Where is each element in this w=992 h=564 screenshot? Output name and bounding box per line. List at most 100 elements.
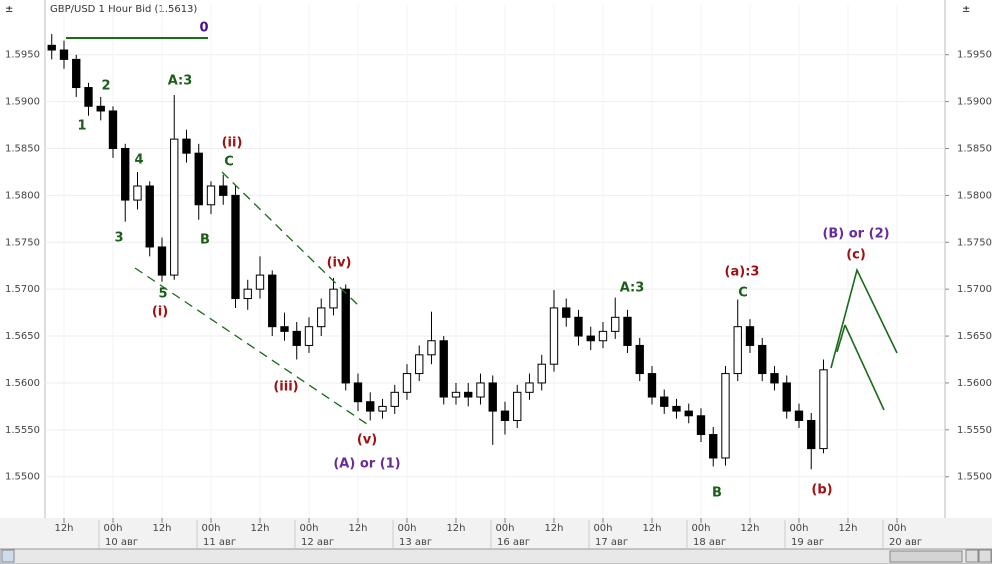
- wave-label: 3: [114, 231, 123, 246]
- candle-body: [476, 382, 485, 398]
- candle-body: [415, 354, 424, 375]
- candle-body: [206, 185, 216, 206]
- candle-body: [525, 382, 534, 393]
- y-tick-label: 1.5750: [5, 237, 40, 248]
- candle-body: [439, 340, 448, 398]
- candle-body: [353, 382, 363, 403]
- candle-body: [684, 410, 693, 417]
- candle-body: [427, 340, 436, 356]
- wave-label: (b): [811, 483, 832, 498]
- candle-body: [586, 335, 595, 342]
- candle-body: [231, 194, 240, 300]
- y-tick-label: 1.5900: [957, 97, 992, 108]
- candle-body: [219, 185, 228, 196]
- candle-body: [513, 391, 522, 421]
- candle-body: [243, 288, 252, 300]
- zoom-icon[interactable]: ±: [5, 4, 13, 15]
- candle-body: [635, 344, 644, 375]
- candle-body: [157, 246, 167, 276]
- y-tick-label: 1.5800: [957, 190, 992, 201]
- candle-body: [623, 316, 632, 346]
- y-tick-label: 1.5850: [5, 143, 40, 154]
- candle-body: [733, 326, 742, 375]
- y-tick-label: 1.5550: [5, 425, 40, 436]
- candle-body: [194, 152, 203, 206]
- wave-label: (v): [357, 433, 377, 448]
- candle-body: [696, 415, 706, 436]
- x-tick-label: 00h: [691, 523, 710, 534]
- x-tick-label: 12h: [152, 523, 171, 534]
- candle-body: [47, 44, 56, 51]
- wave-label: 0: [199, 21, 208, 36]
- scroll-right[interactable]: [965, 549, 979, 563]
- wave-label: (ii): [222, 136, 243, 151]
- candle-body: [133, 185, 142, 201]
- candle-body: [647, 373, 657, 398]
- candle-body: [549, 307, 559, 365]
- candle-body: [268, 274, 277, 328]
- candle-body: [562, 307, 571, 318]
- x-date-label: 13 авг: [399, 537, 432, 548]
- plot-area: [45, 5, 949, 518]
- wave-label: A:3: [620, 281, 645, 296]
- candle-body: [709, 434, 718, 459]
- y-tick-label: 1.5500: [5, 472, 40, 483]
- x-tick-label: 00h: [201, 523, 220, 534]
- wave-label: 2: [101, 79, 110, 94]
- candle-body: [72, 58, 81, 89]
- candle-body: [402, 373, 412, 393]
- candle-body: [660, 396, 669, 407]
- scroll-icon[interactable]: [1, 549, 15, 563]
- scroll-thumb[interactable]: [889, 550, 963, 563]
- candle-body: [782, 382, 791, 412]
- x-tick-label: 00h: [397, 523, 416, 534]
- y-tick-label: 1.5650: [5, 331, 40, 342]
- candle-body: [341, 288, 350, 384]
- wave-label: (i): [152, 305, 168, 320]
- x-tick-label: 00h: [593, 523, 612, 534]
- forecast-path: [830, 267, 898, 369]
- y-tick-label: 1.5950: [5, 50, 40, 61]
- candle-body: [770, 373, 779, 384]
- scrollbar[interactable]: [0, 548, 992, 564]
- x-date-label: 17 авг: [595, 537, 628, 548]
- x-date-label: 16 авг: [497, 537, 530, 548]
- wave-label: (a):3: [725, 265, 760, 280]
- x-tick-label: 12h: [740, 523, 759, 534]
- candle-body: [255, 274, 265, 290]
- wave-label: (iii): [273, 380, 298, 395]
- candle-body: [366, 401, 375, 412]
- candle-body: [304, 326, 314, 346]
- candle-body: [464, 391, 473, 398]
- candle-body: [108, 110, 118, 149]
- candle-body: [611, 316, 620, 332]
- channel-line: [134, 267, 368, 425]
- candle-body: [96, 105, 105, 112]
- y-tick-label: 1.5700: [957, 284, 992, 295]
- wave-label: C: [224, 155, 234, 170]
- x-tick-label: 12h: [838, 523, 857, 534]
- x-tick-label: 00h: [887, 523, 906, 534]
- wave-label: (iv): [327, 256, 352, 271]
- zoom-icon[interactable]: ±: [962, 4, 970, 15]
- y-tick-label: 1.5950: [957, 50, 992, 61]
- y-tick-label: 1.5800: [5, 190, 40, 201]
- candle-body: [84, 87, 93, 107]
- x-tick-label: 12h: [54, 523, 73, 534]
- x-tick-label: 12h: [348, 523, 367, 534]
- y-tick-label: 1.5700: [5, 284, 40, 295]
- candle-body: [721, 373, 730, 459]
- candle-body: [807, 419, 816, 450]
- candle-body: [390, 391, 399, 407]
- x-date-label: 10 авг: [105, 537, 138, 548]
- scroll-close[interactable]: [978, 549, 992, 563]
- candle-body: [672, 405, 681, 412]
- candle-body: [745, 326, 755, 346]
- wave-label: (A) or (1): [333, 457, 400, 472]
- y-tick-label: 1.5750: [957, 237, 992, 248]
- x-date-label: 20 авг: [889, 537, 922, 548]
- wave-label: C: [738, 286, 748, 301]
